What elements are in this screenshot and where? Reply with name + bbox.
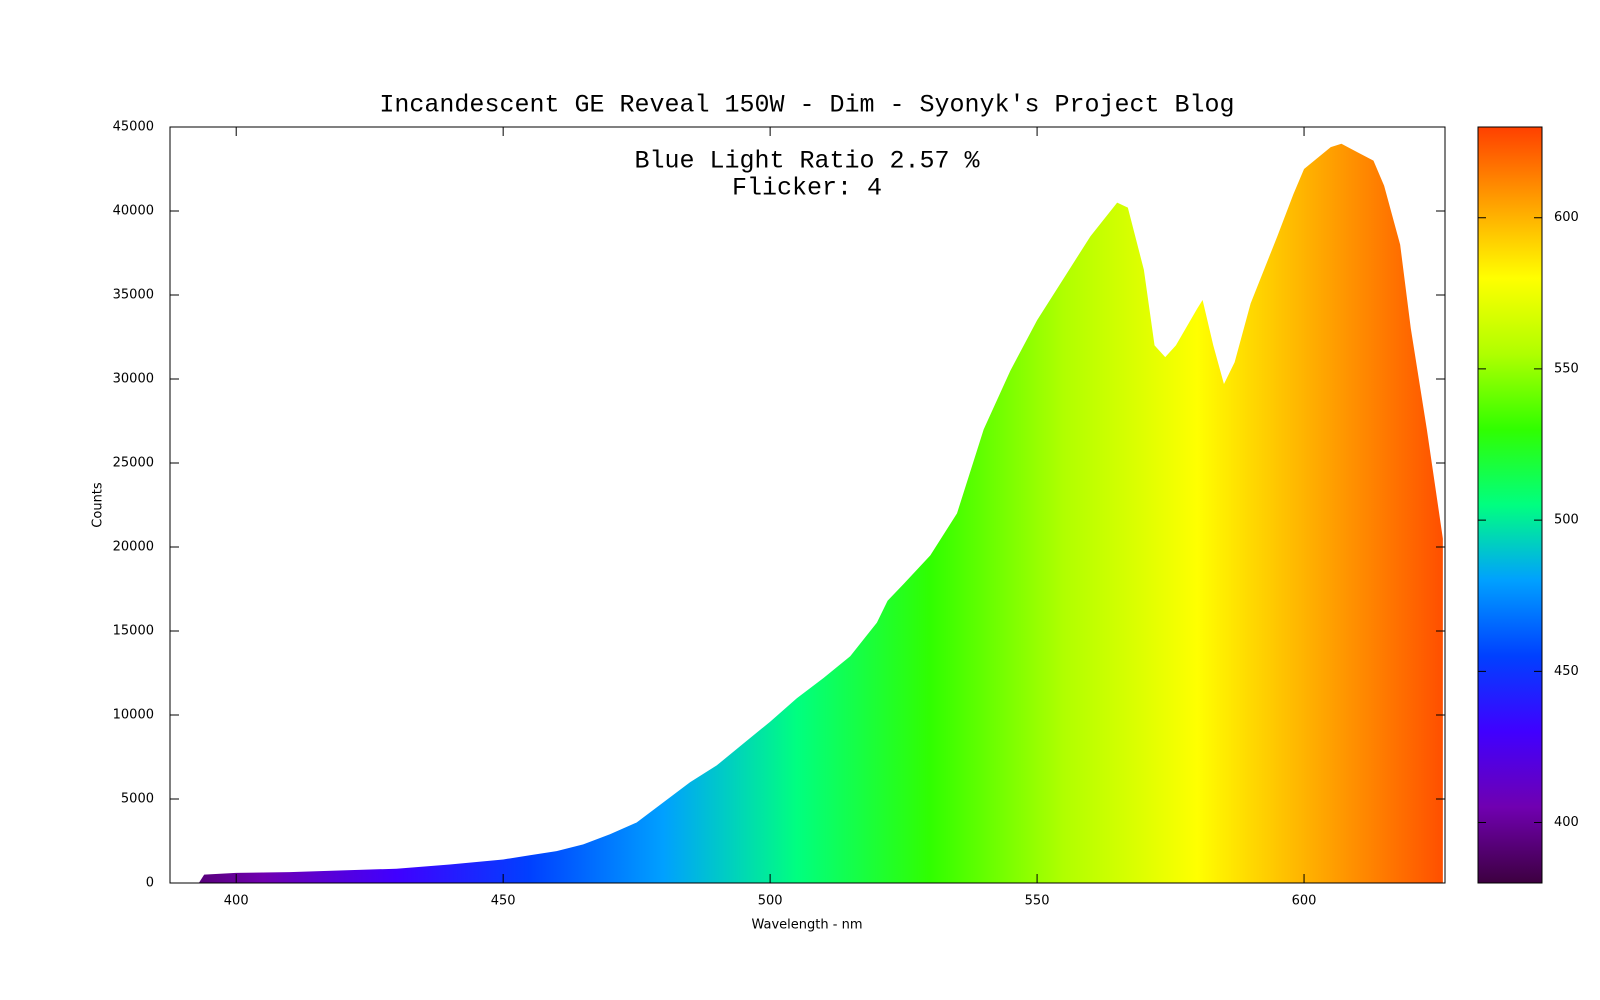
y-tick-label: 40000 <box>113 204 154 219</box>
annotation: Flicker: 4 <box>732 174 882 203</box>
x-tick-label: 600 <box>1292 894 1317 909</box>
colorbar <box>1477 126 1543 884</box>
colorbar-tick-label: 600 <box>1554 210 1579 225</box>
x-tick-label: 450 <box>491 894 516 909</box>
colorbar-tick-label: 550 <box>1554 361 1579 376</box>
x-tick-label: 500 <box>758 894 783 909</box>
plot-frame <box>169 126 1446 884</box>
y-tick-label: 30000 <box>113 372 154 387</box>
y-tick-label: 25000 <box>113 456 154 471</box>
x-tick-label: 400 <box>224 894 249 909</box>
colorbar-tick-label: 400 <box>1554 815 1579 830</box>
spectrum-area <box>172 143 1443 884</box>
y-axis-label: Counts <box>91 482 106 528</box>
y-tick-label: 35000 <box>113 288 154 303</box>
y-tick-label: 10000 <box>113 708 154 723</box>
x-axis-label: Wavelength - nm <box>752 918 863 933</box>
annotation: Blue Light Ratio 2.57 % <box>634 147 980 176</box>
colorbar-tick-label: 450 <box>1554 664 1579 679</box>
x-tick-label: 550 <box>1025 894 1050 909</box>
y-tick-label: 5000 <box>121 792 154 807</box>
y-tick-label: 0 <box>146 876 154 891</box>
y-tick-label: 15000 <box>113 624 154 639</box>
chart-title: Incandescent GE Reveal 150W - Dim - Syon… <box>379 91 1234 120</box>
y-tick-label: 20000 <box>113 540 154 555</box>
colorbar-tick-label: 500 <box>1554 513 1579 528</box>
y-tick-label: 45000 <box>113 120 154 135</box>
